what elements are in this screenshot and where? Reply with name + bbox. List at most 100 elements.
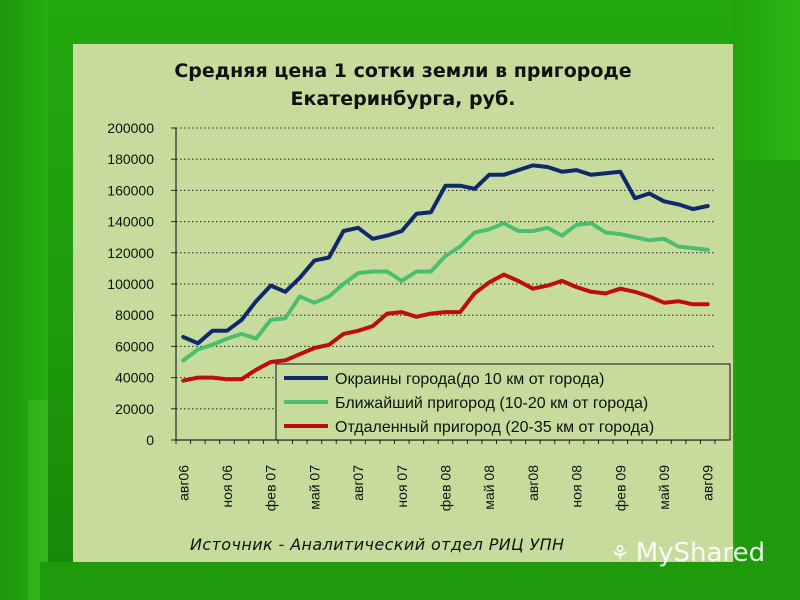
data-point-series-2 (458, 244, 462, 249)
data-point-series-2 (531, 229, 535, 233)
background-stripe-right-accent (735, 160, 800, 600)
data-point-series-1 (575, 168, 579, 172)
data-point-series-2 (676, 244, 681, 249)
data-point-series-2 (327, 294, 331, 299)
data-point-series-2 (560, 234, 564, 238)
line-chart: 0 20000 40000 60000 80000 100000 120000 140000 1… (107, 120, 731, 511)
data-point-series-1 (385, 234, 389, 238)
y-tick-label: 80000 (115, 307, 154, 323)
x-tick-label: фев 07 (263, 465, 279, 511)
data-point-series-1 (706, 204, 710, 208)
legend-label-2: Ближайший пригород (10-20 км от города) (335, 395, 648, 412)
data-point-series-1 (502, 173, 506, 177)
data-point-series-2 (196, 347, 200, 352)
data-point-series-2 (604, 230, 608, 235)
background-stripe-left-accent (28, 400, 48, 600)
data-point-series-2 (269, 318, 273, 322)
data-point-series-1 (269, 283, 273, 288)
data-point-series-2 (691, 246, 695, 250)
y-tick-label: 0 (146, 432, 154, 448)
data-point-series-1 (473, 187, 477, 191)
x-tick-label: авг06 (175, 465, 191, 501)
y-tick-label: 120000 (107, 245, 154, 261)
x-tick-label: ноя 06 (219, 465, 235, 508)
data-point-series-3 (225, 377, 229, 381)
data-point-series-1 (618, 170, 622, 174)
data-point-series-1 (414, 212, 418, 216)
data-point-series-3 (531, 287, 535, 291)
data-point-series-3 (676, 299, 681, 303)
data-point-series-1 (443, 184, 448, 188)
data-point-series-3 (414, 315, 418, 319)
data-point-series-2 (356, 271, 360, 275)
x-tick-label: май 07 (306, 465, 322, 510)
data-point-series-1 (662, 199, 666, 203)
data-point-series-2 (239, 332, 244, 336)
data-point-series-3 (429, 312, 433, 316)
data-point-series-1 (356, 226, 360, 230)
data-point-series-3 (502, 273, 506, 277)
chart-title-line1: Средняя цена 1 сотки земли в пригороде (174, 60, 632, 82)
legend-label-3: Отдаленный пригород (20-35 км от города) (335, 419, 654, 436)
x-tick-label: фев 08 (438, 465, 454, 511)
data-point-series-1 (341, 229, 346, 233)
data-point-series-1 (647, 191, 652, 196)
data-point-series-1 (458, 184, 462, 188)
data-point-series-1 (371, 237, 375, 241)
x-tick-label: авг09 (700, 465, 716, 501)
data-point-series-1 (196, 341, 200, 345)
y-tick-label: 160000 (107, 182, 154, 198)
data-point-series-2 (400, 279, 404, 283)
x-tick-label: фев 09 (612, 465, 628, 511)
data-point-series-3 (545, 283, 550, 288)
data-point-series-1 (516, 168, 520, 172)
watermark-logo-icon: ⚘ (610, 542, 630, 567)
chart-title-line2: Екатеринбурга, руб. (290, 88, 516, 110)
data-point-series-2 (662, 237, 666, 241)
y-tick-label: 180000 (107, 151, 154, 167)
y-tick-label: 200000 (107, 120, 154, 136)
data-point-series-2 (516, 229, 520, 233)
data-point-series-3 (633, 290, 637, 294)
data-point-series-3 (371, 324, 375, 328)
data-point-series-3 (443, 310, 448, 314)
data-point-series-2 (298, 294, 302, 299)
data-point-series-3 (327, 343, 331, 347)
data-point-series-2 (443, 254, 448, 258)
data-point-series-3 (196, 376, 200, 380)
y-tick-label: 140000 (107, 214, 154, 230)
data-point-series-3 (589, 290, 593, 294)
data-point-series-3 (269, 360, 273, 364)
watermark-text: MyShared (635, 538, 766, 568)
data-point-series-2 (575, 223, 579, 227)
watermark: ⚘ MyShared (610, 538, 765, 568)
data-point-series-2 (618, 232, 622, 236)
data-point-series-1 (633, 196, 637, 200)
data-point-series-3 (254, 368, 258, 372)
data-point-series-1 (545, 165, 550, 169)
data-point-series-3 (400, 310, 404, 314)
legend-box (275, 363, 731, 441)
y-tick-label: 100000 (107, 276, 154, 292)
data-point-series-1 (604, 171, 608, 175)
y-tick-label: 60000 (115, 338, 154, 354)
x-tick-label: май 08 (481, 465, 497, 510)
data-point-series-3 (341, 332, 346, 336)
data-point-series-2 (181, 358, 185, 363)
data-point-series-3 (312, 346, 316, 350)
background-stripe-bottom (40, 562, 800, 600)
data-point-series-3 (473, 291, 477, 295)
data-point-series-2 (371, 269, 375, 274)
legend-label-1: Окраины города(до 10 км от города) (335, 371, 604, 388)
data-point-series-3 (356, 329, 360, 333)
data-point-series-3 (662, 301, 666, 305)
data-point-series-2 (312, 301, 316, 305)
data-point-series-1 (225, 329, 229, 333)
data-point-series-3 (487, 280, 491, 285)
data-point-series-2 (254, 337, 258, 341)
data-point-series-3 (385, 312, 389, 316)
data-point-series-1 (210, 329, 215, 333)
y-tick-label: 20000 (115, 401, 154, 417)
x-tick-label: авг07 (350, 465, 366, 501)
y-tick-label: 40000 (115, 370, 154, 386)
